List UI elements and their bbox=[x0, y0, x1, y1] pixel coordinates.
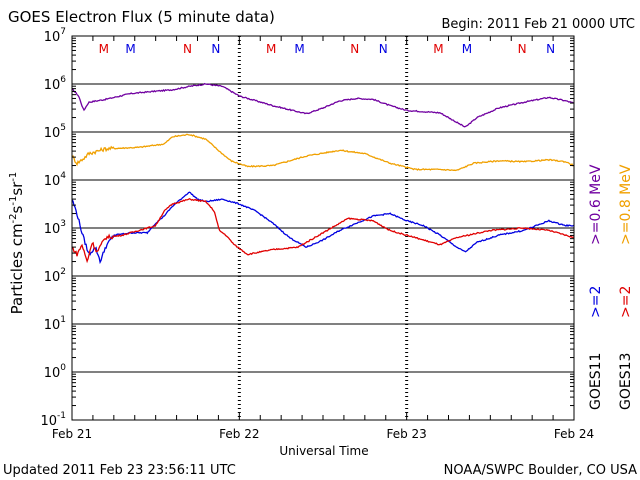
mn-marker: N bbox=[518, 42, 527, 56]
legend-entry: >=0.6 MeV bbox=[588, 164, 604, 245]
y-tick-base: 10 bbox=[44, 222, 61, 237]
y-label-end: sr bbox=[8, 181, 26, 196]
y-tick-label: 102 bbox=[44, 267, 66, 285]
y-tick-exp: -1 bbox=[57, 411, 66, 421]
updated-label: Updated 2011 Feb 23 23:56:11 UTC bbox=[3, 463, 236, 478]
mn-marker: N bbox=[211, 42, 220, 56]
y-tick-label: 107 bbox=[44, 27, 66, 45]
y-label-exp2: -1 bbox=[8, 196, 19, 206]
series-lines bbox=[71, 82, 575, 265]
y-tick-exp: 7 bbox=[60, 27, 66, 37]
y-label-exp1: -2 bbox=[8, 213, 19, 223]
y-tick-exp: 1 bbox=[60, 315, 66, 325]
legend-entry: GOES11 bbox=[588, 353, 604, 410]
y-tick-base: 10 bbox=[44, 174, 61, 189]
y-tick-label: 103 bbox=[44, 219, 66, 237]
x-tick-label: Feb 23 bbox=[386, 427, 426, 441]
y-tick-base: 10 bbox=[44, 78, 61, 93]
series-line bbox=[71, 197, 574, 264]
mn-marker: M bbox=[99, 42, 109, 56]
mn-marker: N bbox=[183, 42, 192, 56]
plot-grid bbox=[72, 36, 574, 420]
y-tick-exp: 4 bbox=[60, 171, 66, 181]
legend-entry: >=0.8 MeV bbox=[618, 164, 634, 245]
y-tick-base: 10 bbox=[44, 366, 61, 381]
y-tick-exp: 0 bbox=[60, 363, 66, 373]
y-tick-exp: 5 bbox=[60, 123, 66, 133]
mn-marker: M bbox=[433, 42, 443, 56]
chart-labels: GOES Electron Flux (5 minute data) Begin… bbox=[3, 8, 637, 478]
y-tick-label: 106 bbox=[44, 75, 67, 93]
chart-title: GOES Electron Flux (5 minute data) bbox=[8, 8, 275, 26]
mn-marker: N bbox=[379, 42, 388, 56]
y-tick-exp: 3 bbox=[60, 219, 66, 229]
y-axis-label: Particles cm-2s-1sr-1 bbox=[8, 172, 26, 315]
y-tick-base: 10 bbox=[44, 30, 61, 45]
series-line bbox=[71, 191, 575, 265]
y-tick-label: 10-1 bbox=[40, 411, 66, 429]
credit-label: NOAA/SWPC Boulder, CO USA bbox=[444, 463, 637, 478]
mn-marker: N bbox=[546, 42, 555, 56]
begin-label: Begin: 2011 Feb 21 0000 UTC bbox=[441, 17, 635, 32]
mn-marker: M bbox=[294, 42, 304, 56]
legend: >=0.6 MeV >=0.8 MeV >=2 >=2 GOES11 GOES13 bbox=[588, 164, 634, 410]
legend-entry: >=2 bbox=[618, 286, 634, 318]
y-tick-label: 105 bbox=[44, 123, 66, 141]
y-label-exp3: -1 bbox=[8, 172, 19, 182]
y-label-mid: s bbox=[8, 205, 26, 213]
mn-marker: M bbox=[266, 42, 276, 56]
plot-frame bbox=[71, 35, 575, 421]
y-tick-exp: 2 bbox=[60, 267, 66, 277]
y-tick-label: 104 bbox=[44, 171, 67, 189]
x-tick-label: Feb 24 bbox=[554, 427, 594, 441]
x-tick-label: Feb 21 bbox=[52, 427, 92, 441]
y-tick-base: 10 bbox=[44, 318, 61, 333]
x-tick-label: Feb 22 bbox=[219, 427, 259, 441]
mn-marker: M bbox=[125, 42, 135, 56]
legend-entry: GOES13 bbox=[618, 353, 634, 410]
y-tick-base: 10 bbox=[44, 270, 61, 285]
y-tick-base: 10 bbox=[44, 126, 61, 141]
x-axis-label: Universal Time bbox=[279, 444, 368, 458]
y-tick-base: 10 bbox=[40, 414, 57, 429]
series-line bbox=[71, 82, 575, 128]
y-label-base: Particles cm bbox=[8, 223, 26, 314]
series-line bbox=[71, 133, 575, 172]
mn-marker: N bbox=[350, 42, 359, 56]
mn-marker: M bbox=[462, 42, 472, 56]
legend-entry: >=2 bbox=[588, 286, 604, 318]
y-tick-label: 100 bbox=[44, 363, 67, 381]
y-tick-exp: 6 bbox=[60, 75, 66, 85]
y-tick-label: 101 bbox=[44, 315, 66, 333]
